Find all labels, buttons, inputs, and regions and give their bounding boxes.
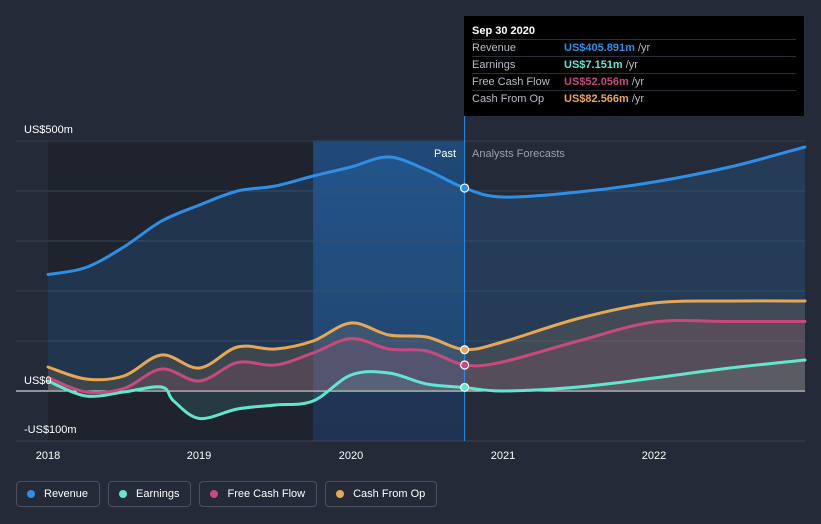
legend: Revenue Earnings Free Cash Flow Cash Fro…: [16, 481, 438, 507]
marker-fcf: [460, 360, 470, 370]
x-tick-label-2021: 2021: [491, 450, 515, 462]
tooltip-row-label: Revenue: [472, 42, 517, 54]
y-tick-label-top: US$500m: [24, 124, 73, 136]
earnings-area: [48, 360, 805, 419]
tooltip-row-unit: /yr: [631, 93, 645, 105]
marker-cfo: [460, 345, 470, 355]
legend-dot-icon: [336, 490, 345, 498]
legend-item-free-cash-flow[interactable]: Free Cash Flow: [199, 481, 318, 507]
free-cash-flow-line: [46, 318, 807, 395]
tooltip-row-value: US$7.151m: [564, 59, 623, 71]
tooltip-date: Sep 30 2020: [472, 25, 535, 37]
cash-from-op-area: [48, 300, 805, 391]
x-tick-label-2020: 2020: [339, 450, 363, 462]
y-tick-label-bottom: -US$100m: [24, 424, 77, 436]
legend-item-revenue[interactable]: Revenue: [16, 481, 101, 507]
legend-label: Earnings: [136, 488, 180, 500]
tooltip-row-earnings: Earnings US$7.151m /yr: [472, 56, 796, 73]
tooltip-row-fcf: Free Cash Flow US$52.056m /yr: [472, 73, 796, 90]
legend-label: Cash From Op: [353, 488, 426, 500]
legend-label: Revenue: [44, 488, 89, 500]
y-tick-label-zero: US$0: [24, 375, 52, 387]
earnings-line: [46, 358, 807, 421]
cash-from-op-line: [46, 299, 807, 382]
x-tick-label-2022: 2022: [642, 450, 666, 462]
tooltip-row-unit: /yr: [637, 42, 651, 54]
tooltip-row-unit: /yr: [631, 76, 645, 88]
x-tick-label-2018: 2018: [36, 450, 60, 462]
tooltip-row-value: US$405.891m: [564, 42, 635, 54]
revenue-line: [46, 145, 807, 276]
tooltip-row-label: Cash From Op: [472, 93, 545, 105]
x-tick-label-2019: 2019: [187, 450, 211, 462]
tooltip-row-revenue: Revenue US$405.891m /yr: [472, 39, 796, 56]
tooltip-row-unit: /yr: [625, 59, 638, 71]
tooltip-row-label: Earnings: [472, 59, 516, 71]
legend-label: Free Cash Flow: [227, 488, 306, 500]
legend-item-earnings[interactable]: Earnings: [108, 481, 192, 507]
tooltip-row-value: US$52.056m: [564, 76, 629, 88]
marker-revenue: [460, 183, 470, 193]
legend-dot-icon: [27, 490, 35, 498]
tooltip-row-value: US$82.566m: [564, 93, 629, 105]
tooltip: Sep 30 2020 Revenue US$405.891m /yr Earn…: [464, 16, 804, 116]
past-label: Past: [434, 148, 456, 160]
tooltip-row-cfo: Cash From Op US$82.566m /yr: [472, 90, 796, 107]
legend-item-cash-from-op[interactable]: Cash From Op: [325, 481, 438, 507]
marker-earnings: [460, 382, 470, 393]
forecast-label: Analysts Forecasts: [472, 148, 565, 160]
legend-dot-icon: [119, 490, 128, 498]
legend-dot-icon: [210, 490, 219, 498]
free-cash-flow-area: [48, 320, 805, 393]
tooltip-row-label: Free Cash Flow: [472, 76, 550, 88]
